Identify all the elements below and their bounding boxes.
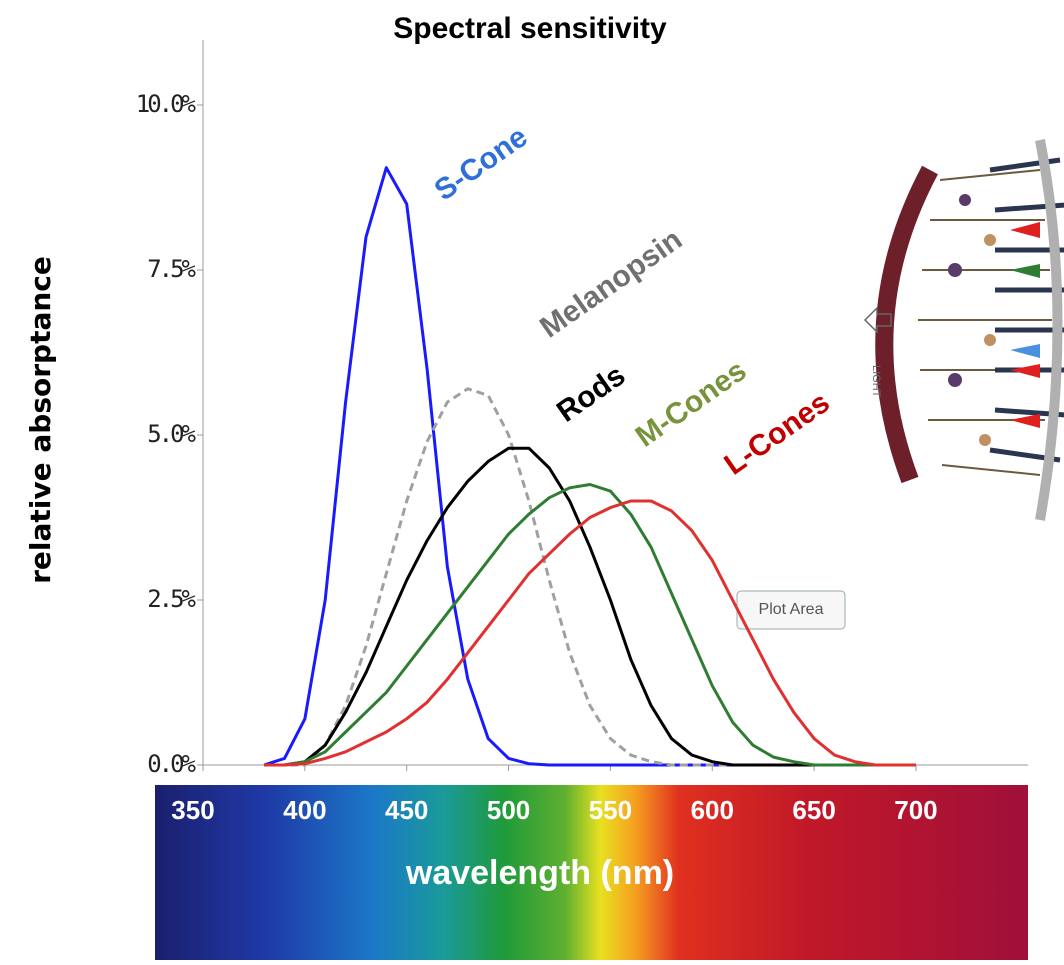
- x-axis-label: wavelength (nm): [405, 854, 674, 892]
- y-tick-label: 0.0%: [147, 750, 196, 778]
- series-line: [264, 483, 916, 767]
- series-label: S-Cone: [429, 120, 534, 207]
- series-line: [263, 166, 916, 767]
- chart-title: Spectral sensitivity: [393, 12, 667, 45]
- series-line: [264, 499, 916, 767]
- y-axis-label: relative absorptance: [24, 256, 57, 584]
- x-tick-label: 550: [589, 795, 632, 825]
- series-label: L-Cones: [718, 386, 835, 482]
- illustration-label: LIGHT: [870, 365, 882, 398]
- series-label: M-Cones: [630, 354, 753, 454]
- tooltip-text: Plot Area: [759, 601, 824, 618]
- x-tick-label: 450: [385, 795, 428, 825]
- x-tick-label: 500: [487, 795, 530, 825]
- tooltip: Plot Area: [736, 590, 846, 630]
- x-tick-label: 600: [691, 795, 734, 825]
- x-tick-label: 650: [792, 795, 835, 825]
- y-tick-label: 5.0%: [147, 420, 196, 448]
- series-label: Rods: [551, 359, 631, 429]
- spectrum-bar: [155, 785, 1028, 960]
- y-tick-label: 2.5%: [147, 585, 196, 613]
- x-tick-label: 700: [894, 795, 937, 825]
- series-line: [264, 387, 916, 767]
- y-tick-label: 10.0%: [136, 90, 197, 118]
- x-tick-label: 350: [171, 795, 214, 825]
- series-label: Melanopsin: [534, 223, 688, 345]
- x-tick-label: 400: [283, 795, 326, 825]
- retina-illustration: LIGHT: [863, 139, 1064, 521]
- y-tick-label: 7.5%: [147, 255, 196, 283]
